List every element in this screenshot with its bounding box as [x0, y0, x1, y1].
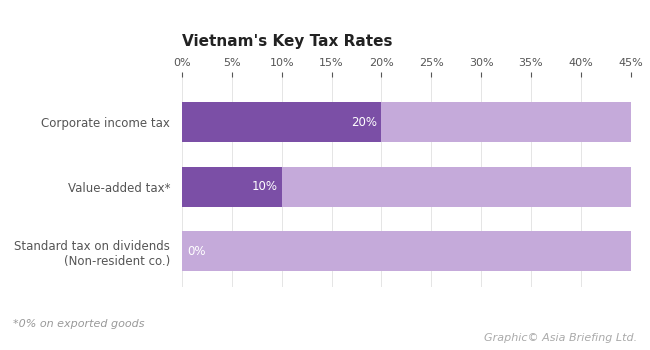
Bar	[182, 167, 630, 207]
Text: 0%: 0%	[187, 245, 205, 258]
Bar	[182, 167, 281, 207]
Text: Vietnam's Key Tax Rates: Vietnam's Key Tax Rates	[182, 34, 393, 49]
Bar	[182, 102, 630, 142]
Bar	[182, 231, 630, 272]
Bar	[182, 102, 382, 142]
Text: *0% on exported goods: *0% on exported goods	[13, 319, 144, 329]
Text: 20%: 20%	[352, 116, 378, 129]
Text: 10%: 10%	[252, 180, 278, 193]
Text: Graphic© Asia Briefing Ltd.: Graphic© Asia Briefing Ltd.	[484, 333, 637, 343]
